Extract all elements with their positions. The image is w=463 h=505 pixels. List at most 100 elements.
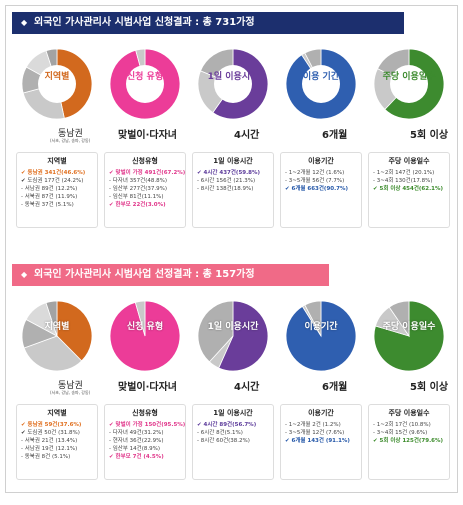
table-header: 1일 이용시간 — [213, 409, 253, 417]
pie-slice-한부모 — [134, 300, 146, 337]
table-header: 주당 이용일수 — [388, 409, 430, 417]
table-row: - 서북권 87건 (11.9%) — [21, 194, 78, 200]
table-row: - 3~5개월 56건 (7.7%) — [285, 178, 345, 184]
table-row: - 8시간 60건(38.2%) — [197, 438, 250, 444]
table-header: 이용기간 — [308, 157, 334, 165]
table-row: ✔ 동남권 59건(37.6%) — [21, 422, 82, 428]
pie-slice-3~5개월 — [304, 300, 322, 337]
chart-callout: 4시간 — [234, 382, 260, 393]
table-row: ✔ 6개월 143건 (91.1%) — [285, 438, 350, 444]
chart-callout: 5회 이상 — [410, 382, 449, 393]
table-row: - 임산부 277건(37.9%) — [109, 186, 167, 192]
table-row: - 3~4회 15건 (9.6%) — [373, 430, 428, 436]
table-row: - 임신부 81건(11.1%) — [109, 194, 164, 200]
chart-callout: 맞벌이·다자녀 — [118, 130, 177, 141]
stats-table: 1일 이용시간 ✔ 4시간 89건(56.7%) - 6시간 8건(5.1%) - 8… — [192, 404, 274, 480]
table-row: - 6시간 156건 (21.3%) — [197, 178, 256, 184]
chart-callout: 동남권 — [58, 381, 83, 391]
table-row: - 1~2회 147건 (20.1%) — [373, 170, 435, 176]
pie-slice-동남권 — [56, 300, 93, 362]
pie-slice-동북권 — [45, 300, 58, 337]
table-row: - 동북권 37건 (5.1%) — [21, 202, 74, 208]
pie-slice-5회 이상 — [373, 300, 445, 372]
table-row: - 6시간 8건(5.1%) — [197, 430, 243, 436]
table-row: ✔ 도심권 177건 (24.2%) — [21, 178, 84, 184]
chart-label: 지역별 — [44, 322, 70, 332]
stats-table: 신청유형 ✔ 맞벌이 가정 491건(67.2%) - 다자녀 357건(48.8%… — [104, 152, 186, 228]
chart-label: 1일 이용시간 — [207, 72, 259, 82]
section-application-results: ◆ 외국인 가사관리사 시범사업 신청결과 : 총 731가정 지역별 동남권 (서… — [12, 12, 451, 232]
stats-table: 1일 이용시간 ✔ 4시간 437건(59.8%) - 6시간 156건 (21.3… — [192, 152, 274, 228]
table-row: ✔ 5회 이상 125건(79.6%) — [373, 438, 444, 444]
pie-chart — [373, 300, 445, 372]
table-row: - 1~2개월 12건 (1.6%) — [285, 170, 345, 176]
section-title: 외국인 가사관리사 시범사업 선정결과 : 총 157가정 — [34, 269, 255, 280]
pie-chart — [285, 48, 357, 120]
stats-table: 주당 이용일수 - 1~2회 17건 (10.8%) - 3~4회 15건 (9.6… — [368, 404, 450, 480]
table-row: ✔ 6개월 663건(90.7%) — [285, 186, 349, 192]
pie-chart — [285, 300, 357, 372]
table-row: - 서남권 89건 (12.2%) — [21, 186, 78, 192]
pie-slice-6개월 — [285, 48, 357, 120]
pie-slice-8시간 — [197, 300, 234, 363]
table-row: - 8시간 138건(18.9%) — [197, 186, 254, 192]
chart-label: 이용기간 — [304, 322, 338, 332]
charts-row: 지역별 동남권 (서초, 강남, 송파, 강동) 신청 유형 맞벌이·다자녀 1일 이용시… — [12, 34, 451, 152]
pie-slice-도심권 — [23, 335, 83, 372]
table-header: 지역별 — [47, 157, 67, 165]
stats-table: 주당 이용일수 - 1~2회 147건 (20.1%) - 3~4회 130건(17… — [368, 152, 450, 228]
table-row: - 다자녀 357건(48.8%) — [109, 178, 167, 184]
table-row: ✔ 맞벌이 가정 150건(95.5%) — [109, 422, 186, 428]
table-row: ✔ 한부모 7건 (4.5%) — [109, 454, 164, 460]
donut-hole — [390, 65, 428, 103]
charts-row: 지역별 동남권 (서초, 강남, 송파, 강동) 신청 유형 맞벌이·다자녀 1일 이용시… — [12, 286, 451, 404]
table-row: ✔ 4시간 89건(56.7%) — [197, 422, 257, 428]
chart-callout-note: (서초, 강남, 송파, 강동) — [50, 390, 91, 395]
table-header: 주당 이용일수 — [388, 157, 430, 165]
table-row: - 동북권 8건 (5.1%) — [21, 454, 71, 460]
table-row: - 서남권 19건 (12.1%) — [21, 446, 78, 452]
stats-table: 지역별 ✔ 동남권 59건(37.6%) ✔ 도심권 50건 (31.8%) - 서북… — [16, 404, 98, 480]
chart-label: 이용 기간 — [302, 72, 340, 82]
diamond-bullet-icon: ◆ — [21, 270, 28, 279]
chart-callout: 동남권 — [58, 129, 83, 139]
chart-label: 신청 유형 — [126, 72, 164, 82]
chart-callout: 맞벌이·다자녀 — [118, 382, 177, 393]
table-header: 1일 이용시간 — [213, 157, 253, 165]
table-row: ✔ 동남권 341건(46.6%) — [21, 170, 86, 176]
table-row: - 1~2회 17건 (10.8%) — [373, 422, 431, 428]
donut-hole — [214, 65, 252, 103]
table-row: ✔ 5회 이상 454건(62.1%) — [373, 186, 444, 192]
donut-hole — [126, 65, 164, 103]
section-title: 외국인 가사관리사 시범사업 신청결과 : 총 731가정 — [34, 17, 255, 28]
table-header: 이용기간 — [308, 409, 334, 417]
chart-callout: 6개월 — [322, 382, 348, 393]
table-row: - 3~4회 130건(17.8%) — [373, 178, 433, 184]
pie-slice-맞벌이 가정 — [109, 300, 181, 372]
stats-table: 이용기간 - 1~2개월 12건 (1.6%) - 3~5개월 56건 (7.7%)… — [280, 152, 362, 228]
table-header: 신청유형 — [132, 409, 158, 417]
tables-row: 지역별 ✔ 동남권 59건(37.6%) ✔ 도심권 50건 (31.8%) - 서북… — [12, 404, 451, 484]
chart-label: 지역별 — [44, 72, 70, 82]
pie-slice-4시간 — [218, 300, 269, 372]
chart-callout: 5회 이상 — [410, 130, 449, 141]
pie-chart — [373, 48, 445, 120]
table-header: 신청유형 — [132, 157, 158, 165]
chart-label: 1일 이용시간 — [207, 322, 259, 332]
table-header: 지역별 — [47, 409, 67, 417]
table-row: - 3~5개월 12건 (7.6%) — [285, 430, 345, 436]
section-selection-results: ◆ 외국인 가사관리사 시범사업 선정결과 : 총 157가정 지역별 동남권 (서… — [12, 264, 451, 484]
stats-table: 지역별 ✔ 동남권 341건(46.6%) ✔ 도심권 177건 (24.2%) - … — [16, 152, 98, 228]
chart-callout: 4시간 — [234, 130, 260, 141]
section-title-banner: ◆ 외국인 가사관리사 시범사업 신청결과 : 총 731가정 — [12, 12, 404, 34]
chart-label: 주당 이용일수 — [382, 72, 436, 82]
table-row: ✔ 한부모 22건(3.0%) — [109, 202, 166, 208]
donut-hole — [302, 65, 340, 103]
table-row: - 서북권 21건 (13.4%) — [21, 438, 78, 444]
infographic-page: ◆ 외국인 가사관리사 시범사업 신청결과 : 총 731가정 지역별 동남권 (서… — [5, 5, 458, 493]
table-row: ✔ 도심권 50건 (31.8%) — [21, 430, 80, 436]
pie-chart — [21, 300, 93, 372]
pie-chart — [21, 48, 93, 120]
pie-chart — [109, 300, 181, 372]
pie-chart — [109, 48, 181, 120]
